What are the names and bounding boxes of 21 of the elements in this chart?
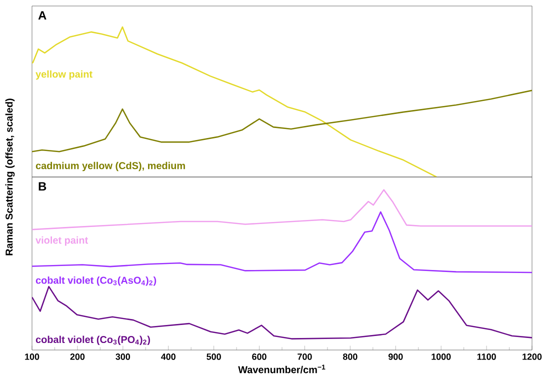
x-tick-label: 300 [116, 354, 130, 360]
x-tick-label: 1200 [522, 354, 542, 360]
series-label: yellow paint [36, 70, 92, 80]
x-axis-title: Wavenumber/cm$^{−1}$ [238, 364, 326, 374]
series-label: cobalt violet (Co$_{3}$(PO$_{4}$)$_{2}$) [36, 336, 150, 346]
x-tick-label: 800 [342, 354, 358, 360]
x-tick-label: 1100 [477, 354, 496, 360]
x-tick-label: 900 [388, 354, 403, 360]
series-label: violet paint [36, 236, 88, 246]
x-tick-label: 100 [25, 354, 40, 360]
x-tick-label: 500 [206, 354, 221, 360]
x-tick-label: 200 [70, 354, 85, 360]
x-tick-label: 700 [298, 354, 312, 360]
series-label: cadmium yellow (CdS), medium [36, 162, 185, 172]
series-label: cobalt violet (Co$_{3}$(AsO$_{4}$)$_{2}$) [36, 276, 156, 286]
y-axis-title: Raman Scattering (offset, scaled) [5, 98, 15, 256]
x-tick-label: 1000 [432, 354, 451, 360]
text: A [38, 11, 46, 20]
x-tick-label: 600 [252, 354, 266, 360]
annotation: B [38, 182, 46, 190]
x-tick-label: 400 [161, 354, 176, 360]
